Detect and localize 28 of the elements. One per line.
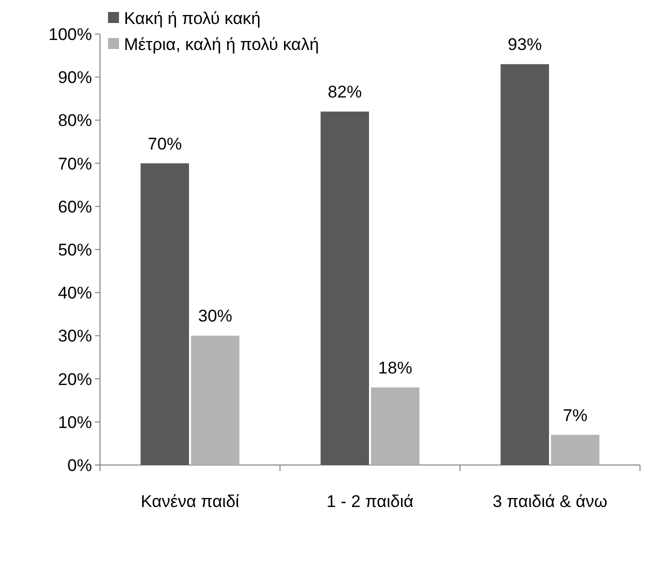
y-tick-label: 30% — [58, 326, 92, 346]
y-tick-label: 90% — [58, 68, 92, 88]
y-tick-label: 50% — [58, 240, 92, 260]
y-tick-label: 100% — [48, 24, 92, 44]
y-tick-label: 10% — [58, 412, 92, 432]
data-label: 30% — [198, 306, 232, 326]
y-tick-label: 80% — [58, 111, 92, 130]
bar — [320, 112, 369, 465]
x-tick-label: 3 παιδιά & άνω — [492, 492, 608, 511]
bar — [140, 163, 189, 465]
y-tick-label: 60% — [58, 197, 92, 216]
data-label: 82% — [328, 82, 362, 102]
y-tick-label: 0% — [67, 456, 92, 475]
bar — [500, 64, 549, 465]
y-tick-label: 20% — [58, 370, 92, 389]
legend-label: Μέτρια, καλή ή πολύ καλή — [124, 34, 319, 54]
data-label: 7% — [562, 406, 588, 425]
y-tick-label: 40% — [58, 284, 92, 303]
data-label: 93% — [508, 35, 542, 54]
y-tick-label: 70% — [58, 154, 92, 174]
data-label: 70% — [148, 134, 182, 154]
legend-label: Κακή ή πολύ κακή — [124, 8, 261, 28]
x-tick-label: Κανένα παιδί — [140, 492, 240, 511]
x-tick-label: 1 - 2 παιδιά — [326, 492, 414, 511]
bar — [551, 434, 600, 465]
data-label: 18% — [378, 358, 412, 378]
bar — [371, 387, 420, 465]
bar — [191, 336, 240, 465]
